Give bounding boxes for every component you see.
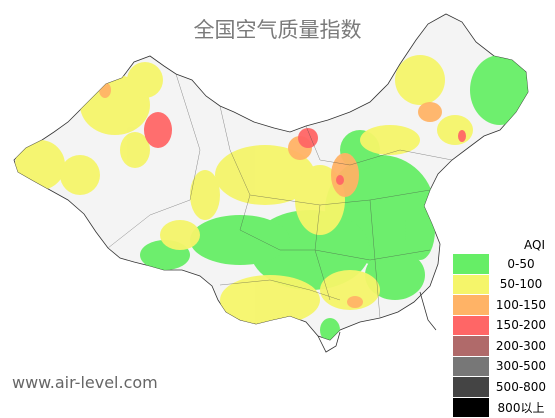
legend-range-label: 800以上 [489,399,553,416]
legend-range-label: 50-100 [489,277,553,291]
legend-swatch [453,316,489,336]
legend-range-label: 100-150 [489,298,553,312]
legend-range-label: 300-500 [489,359,553,373]
map-title: 全国空气质量指数 [0,14,555,44]
legend-rows: 0-50 50-100 100-150 150-200 200-300 300-500 50… [453,254,553,418]
legend-swatch [453,398,489,418]
legend-item: 500-800 [453,377,553,398]
legend-range-label: 150-200 [489,318,553,332]
legend-swatch [453,377,489,397]
legend-swatch [453,295,489,315]
legend-range-label: 200-300 [489,339,553,353]
legend-range-label: 500-800 [489,380,553,394]
legend-item: 150-200 [453,316,553,337]
legend-item: 800以上 [453,398,553,418]
legend-swatch [453,357,489,377]
legend-item: 300-500 [453,357,553,378]
legend-item: 0-50 [453,254,553,275]
legend-swatch [453,336,489,356]
legend-item: 50-100 [453,275,553,296]
legend-swatch [453,275,489,295]
legend-item: 200-300 [453,336,553,357]
legend-header: AQI [453,236,553,254]
legend-swatch [453,254,489,274]
legend-range-label: 0-50 [489,257,553,271]
legend-item: 100-150 [453,295,553,316]
website-url: www.air-level.com [12,373,158,392]
aqi-legend: AQI 0-50 50-100 100-150 150-200 200-300 300-5… [453,236,553,418]
